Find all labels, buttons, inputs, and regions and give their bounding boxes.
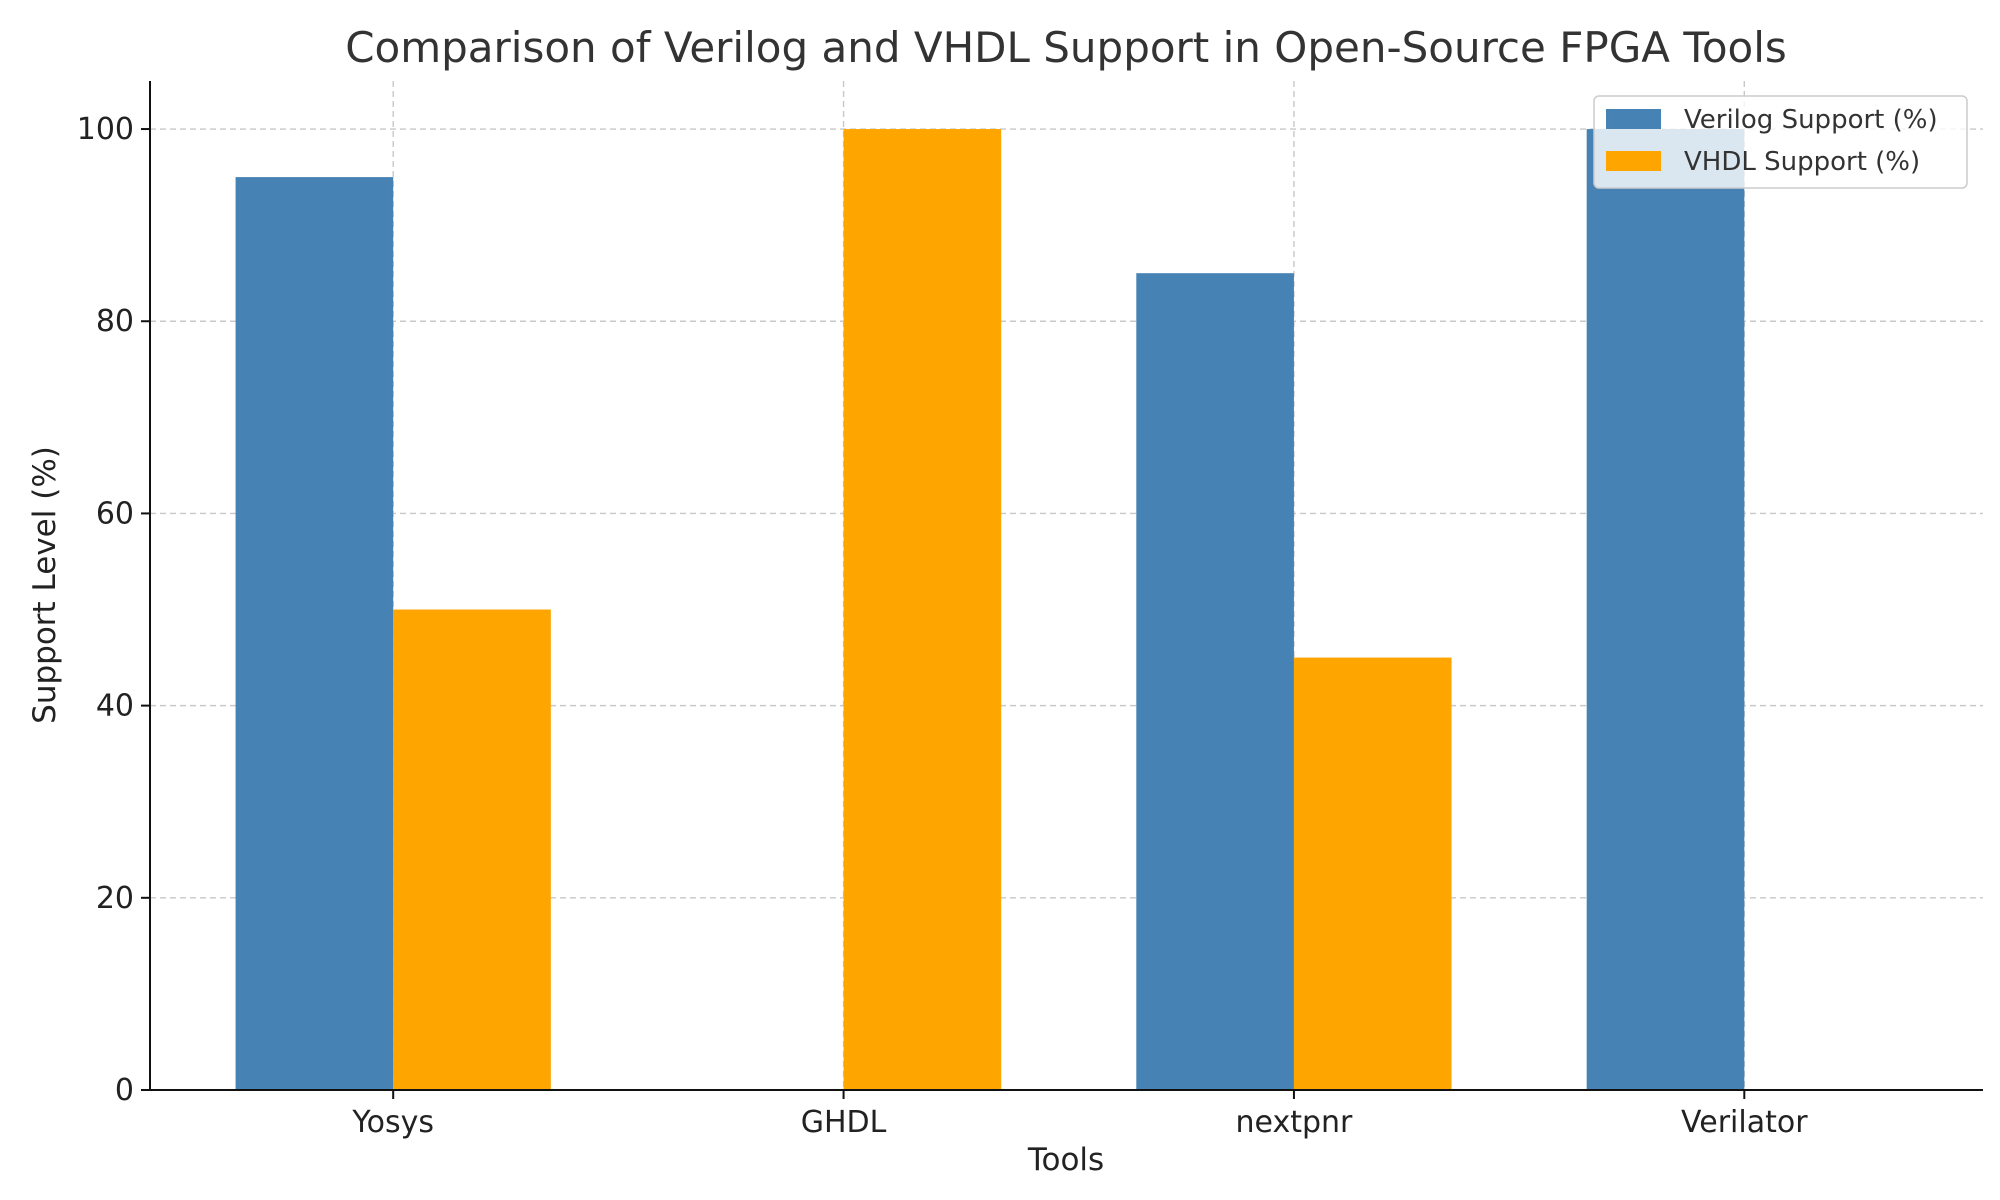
x-axis-label: Tools: [1027, 1142, 1104, 1178]
y-tick-label: 40: [96, 689, 134, 724]
x-tick-label: Verilator: [1681, 1105, 1808, 1140]
legend-box: [1593, 95, 1968, 189]
bar-verilog-yosys: [235, 177, 394, 1091]
bar-vhdl-nextpnr: [1293, 657, 1452, 1090]
bar-vhdl-yosys: [393, 609, 551, 1090]
x-tick-label: Yosys: [351, 1105, 434, 1140]
y-tick-label: 100: [77, 112, 134, 147]
legend-swatch-verilog: [1606, 109, 1661, 129]
y-tick-label: 80: [96, 304, 134, 339]
y-axis-label: Support Level (%): [27, 446, 63, 724]
legend: Verilog Support (%) VHDL Support (%): [1593, 95, 1968, 189]
legend-label-vhdl: VHDL Support (%): [1684, 147, 1920, 177]
bar-vhdl-ghdl: [843, 129, 1002, 1091]
y-tick-label: 60: [96, 496, 134, 531]
chart-title: Comparison of Verilog and VHDL Support i…: [345, 23, 1787, 72]
y-tick-label: 20: [96, 881, 134, 916]
bars: [235, 129, 1745, 1091]
y-tick-label: 0: [115, 1073, 134, 1108]
x-tick-label: nextpnr: [1236, 1105, 1354, 1140]
legend-swatch-vhdl: [1606, 151, 1661, 171]
legend-label-verilog: Verilog Support (%): [1684, 105, 1938, 135]
ticks: 0 20 40 60 80 100 Yosys GHDL nextpnr Verilator: [77, 112, 1808, 1140]
x-tick-label: GHDL: [801, 1105, 887, 1140]
bar-verilog-verilator: [1586, 129, 1745, 1091]
axes: [149, 81, 1983, 1091]
bar-verilog-nextpnr: [1136, 273, 1294, 1090]
